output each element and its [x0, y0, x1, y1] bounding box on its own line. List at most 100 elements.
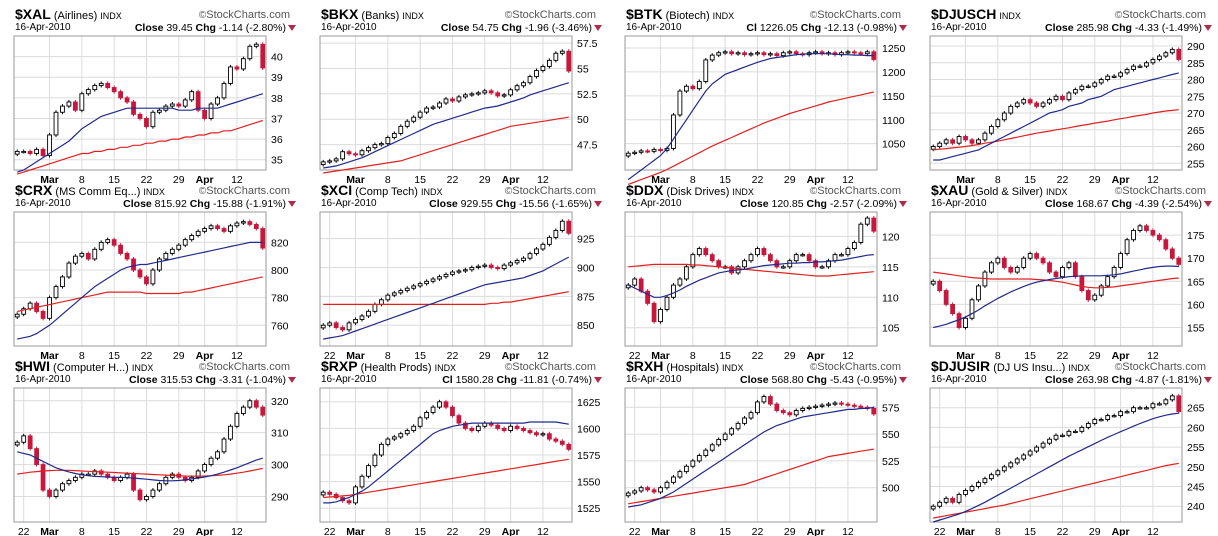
y-tick-label: 925	[577, 234, 595, 246]
candle	[189, 233, 195, 242]
chart-panel-xci[interactable]: $XCI (Comp Tech) INDX ©StockCharts.com 16-A…	[319, 182, 610, 362]
y-tick-label: 500	[882, 483, 900, 495]
dropdown-indicator-icon[interactable]	[288, 377, 296, 383]
candle	[253, 222, 259, 231]
symbol-label: $XAU	[931, 182, 969, 198]
plot-frame	[624, 35, 878, 171]
x-tick-label: Mar	[956, 174, 975, 186]
candle	[47, 488, 52, 499]
candle	[540, 242, 546, 251]
dropdown-indicator-icon[interactable]	[288, 201, 296, 207]
candle	[1144, 223, 1149, 233]
candle	[508, 87, 514, 97]
candle	[150, 110, 156, 129]
chart-panel-djusir[interactable]: $DJUSIR (DJ US Insu...) INDX ©StockCharts.…	[929, 358, 1218, 536]
candle	[683, 84, 689, 94]
symbol-label: $XCI	[321, 182, 353, 198]
candle	[943, 137, 949, 146]
dropdown-indicator-icon[interactable]	[1204, 377, 1212, 383]
y-tick-label: 290	[1187, 41, 1205, 53]
candle	[1176, 47, 1182, 62]
date-label: 16-Apr-2010	[321, 22, 377, 33]
candle	[253, 42, 259, 49]
candle	[456, 413, 462, 426]
candle	[937, 279, 943, 293]
candle	[1111, 413, 1117, 418]
price-label: Close	[123, 198, 155, 210]
candle	[404, 428, 410, 436]
candle	[1085, 288, 1091, 302]
candle	[495, 423, 501, 431]
chart-panel-ddx[interactable]: $DDX (Disk Drives) INDX ©StockCharts.com 16…	[624, 182, 915, 362]
dropdown-indicator-icon[interactable]	[1204, 201, 1212, 207]
chart-panel-xau[interactable]: $XAU (Gold & Silver) INDX ©StockCharts.com…	[929, 182, 1218, 362]
x-tick-label: 12	[1147, 350, 1159, 362]
x-tick-label: 22	[324, 350, 336, 362]
candle	[534, 430, 539, 437]
copyright-mark: ©	[809, 362, 818, 373]
dropdown-indicator-icon[interactable]	[594, 377, 602, 383]
candle	[404, 119, 410, 129]
candle	[417, 415, 423, 429]
chart-title: $RXP (Health Prods) INDX	[321, 358, 456, 376]
candle	[163, 251, 169, 261]
candle	[208, 223, 214, 231]
candle	[963, 488, 968, 497]
x-tick-label: Apr	[1112, 174, 1130, 186]
candle	[118, 475, 124, 483]
dropdown-indicator-icon[interactable]	[288, 25, 296, 31]
index-name: (Disk Drives)	[663, 186, 730, 198]
source-text: StockCharts.com	[817, 185, 901, 197]
dropdown-indicator-icon[interactable]	[899, 201, 907, 207]
moving-average-short-line	[17, 451, 263, 482]
plot-frame	[929, 35, 1183, 171]
x-tick-label: Mar	[956, 526, 975, 536]
change-label: Chg	[806, 374, 830, 386]
copyright-mark: ©	[1114, 362, 1123, 373]
x-tick-label: 12	[842, 526, 854, 536]
index-name: (Health Prods)	[357, 362, 432, 374]
copyright-mark: ©	[198, 186, 207, 197]
x-tick-label: 29	[784, 350, 796, 362]
y-tick-label: 1250	[882, 43, 906, 55]
dropdown-indicator-icon[interactable]	[594, 201, 602, 207]
dropdown-indicator-icon[interactable]	[899, 25, 907, 31]
candle	[98, 81, 104, 88]
y-tick-label: 255	[1187, 158, 1205, 170]
moving-average-long-line	[323, 291, 569, 306]
candle	[346, 498, 352, 505]
dropdown-indicator-icon[interactable]	[1204, 25, 1212, 31]
candle	[774, 402, 780, 413]
chart-panel-djusch[interactable]: $DJUSCH INDX ©StockCharts.com 16-Apr-2010 Cl…	[929, 6, 1218, 186]
dropdown-indicator-icon[interactable]	[594, 25, 602, 31]
source-text: StockCharts.com	[206, 9, 290, 21]
date-label: 16-Apr-2010	[931, 374, 987, 385]
candle	[353, 151, 358, 157]
chart-panel-hwi[interactable]: $HWI (Computer H...) INDX ©StockCharts.com…	[13, 358, 304, 536]
candle	[359, 313, 365, 322]
chart-panel-bkx[interactable]: $BKX (Banks) INDX ©StockCharts.com 16-Apr-2…	[319, 6, 610, 186]
chart-panel-rxp[interactable]: $RXP (Health Prods) INDX ©StockCharts.com 1…	[319, 358, 610, 536]
candle	[755, 246, 760, 257]
candle	[566, 442, 572, 452]
date-label: 16-Apr-2010	[626, 198, 682, 209]
candle	[521, 256, 526, 263]
plot-frame	[319, 35, 573, 171]
chart-panel-rxh[interactable]: $RXH (Hospitals) INDX ©StockCharts.com 16-A…	[624, 358, 915, 536]
candle	[1150, 401, 1156, 410]
candle	[450, 405, 455, 418]
x-tick-label: 12	[537, 350, 549, 362]
candle	[651, 301, 657, 324]
candle	[1137, 223, 1143, 233]
candle	[366, 145, 371, 153]
dropdown-indicator-icon[interactable]	[899, 377, 907, 383]
chart-panel-crx[interactable]: $CRX (MS Comm Eq...) INDX ©StockCharts.com…	[13, 182, 304, 362]
copyright-mark: ©	[198, 362, 207, 373]
candle	[1118, 409, 1124, 418]
chart-panel-btk[interactable]: $BTK (Biotech) INDX ©StockCharts.com 16-Apr…	[624, 6, 915, 186]
candle	[813, 404, 819, 410]
chart-panel-xal[interactable]: $XAL (Airlines) INDX ©StockCharts.com 16-Ap…	[13, 6, 304, 186]
moving-average-long-line	[17, 276, 263, 313]
chart-title: $HWI (Computer H...) INDX	[15, 358, 153, 376]
x-tick-label: Mar	[651, 174, 670, 186]
